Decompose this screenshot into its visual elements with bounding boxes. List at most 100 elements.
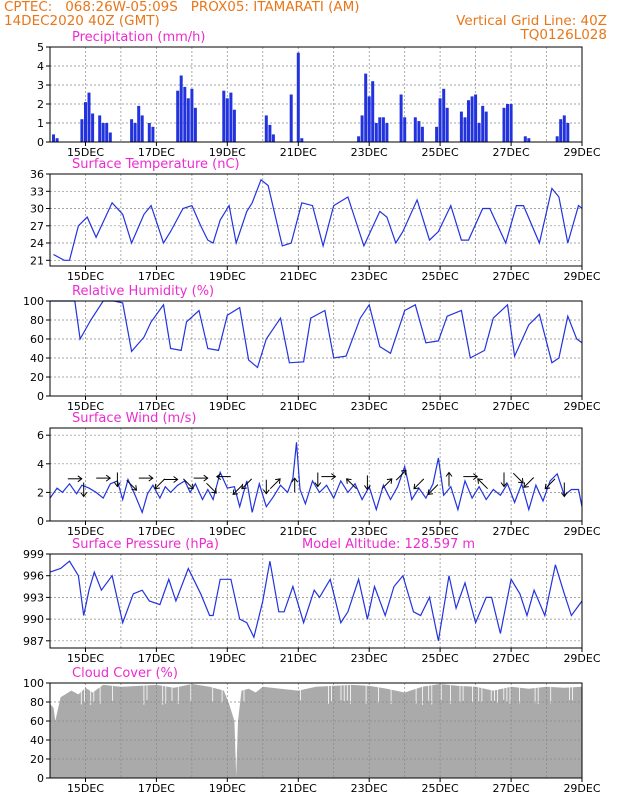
x-tick-label: 21DEC [280, 146, 317, 159]
wind-arrow-shaft [477, 478, 488, 490]
precip-bar [562, 115, 566, 142]
temp-frame [49, 173, 583, 267]
y-tick-label: 996 [23, 570, 44, 583]
wind-arrow-head [413, 483, 419, 490]
wind-arrow [346, 478, 357, 490]
precip-bar [300, 138, 304, 142]
x-tick-label: 27DEC [493, 146, 530, 159]
precip-bar [474, 94, 478, 142]
precip-bar [133, 123, 137, 142]
wind-arrow [241, 478, 253, 490]
wind-arrow-head [131, 485, 138, 491]
precip-bar [378, 117, 382, 142]
wind-arrow [477, 478, 488, 490]
wind-arrow-shaft [183, 478, 194, 490]
x-tick-label: 17DEC [138, 782, 175, 795]
press-frame [49, 553, 583, 649]
y-tick-label: 100 [23, 295, 44, 308]
x-tick-label: 23DEC [351, 400, 388, 413]
x-tick-label: 23DEC [351, 525, 388, 538]
x-tick-label: 29DEC [563, 782, 600, 795]
precip-bar [190, 88, 194, 142]
x-tick-label: 19DEC [209, 146, 246, 159]
x-tick-label: 15DEC [67, 146, 104, 159]
y-tick-label: 0 [37, 772, 44, 785]
wind-arrow [560, 482, 568, 498]
wind-arrow [80, 482, 88, 498]
precip-bar [289, 94, 293, 142]
precip-bar [509, 104, 513, 142]
wind-arrow-head [518, 478, 524, 484]
y-tick-label: 30 [30, 203, 44, 216]
precip-bar [147, 123, 151, 142]
header-code: TQ0126L028 [520, 27, 607, 43]
wind-arrow-head [215, 473, 222, 480]
x-tick-label: 25DEC [422, 525, 459, 538]
y-tick-label: 100 [23, 677, 44, 690]
wind-arrow-head [77, 475, 83, 483]
wind-arrow-head [314, 482, 322, 488]
wind-arrow [463, 473, 479, 480]
x-tick-label: 21DEC [280, 400, 317, 413]
y-tick-label: 993 [23, 591, 44, 604]
temp-panel: 21 24 27 30 33 36 15DEC 17DEC 19DEC 21DEC 23DEC 25D… [30, 157, 601, 283]
header-grid-note: Vertical Grid Line: 40Z [456, 13, 607, 29]
precip-bar [98, 115, 102, 142]
precip-bar [364, 73, 368, 142]
temp-title: Surface Temperature (nC) [72, 157, 240, 172]
wind-arrow-head [148, 474, 154, 482]
wind-arrow [544, 478, 556, 490]
precip-bar [55, 138, 59, 142]
precip-bar [435, 126, 439, 142]
wind-arrow-shaft [126, 479, 137, 491]
x-tick-label: 15DEC [67, 652, 104, 665]
wind-arrow [500, 472, 508, 488]
wind-arrow-head [473, 473, 479, 480]
precip-bar [477, 123, 481, 142]
precip-bar [371, 81, 375, 142]
wind-arrow-shaft [206, 482, 217, 494]
wind-arrow [427, 484, 439, 495]
wind-arrow-head [544, 483, 551, 490]
precip-bar [399, 94, 403, 142]
wind-arrow-shaft [381, 478, 393, 490]
wind-arrow [126, 479, 138, 491]
y-tick-label: 60 [30, 333, 44, 346]
humid-frame [49, 300, 583, 397]
temp-series-line [53, 178, 583, 261]
precip-bar [87, 92, 91, 142]
precip-bar [296, 52, 300, 143]
y-tick-label: 0 [37, 515, 44, 528]
wind-arrow [262, 479, 270, 495]
wind-arrow-head [188, 483, 194, 490]
x-tick-label: 27DEC [493, 525, 530, 538]
wind-arrow [215, 473, 231, 480]
wind-arrow-shaft [512, 472, 524, 484]
press-annotation: Model Altitude: 128.597 m [302, 537, 475, 552]
wind-arrow [512, 472, 524, 484]
wind-arrow-head [114, 482, 121, 488]
x-tick-label: 29DEC [563, 400, 600, 413]
x-tick-label: 27DEC [493, 400, 530, 413]
header-date: 14DEC2020 40Z (GMT) [4, 13, 160, 29]
x-tick-label: 23DEC [351, 782, 388, 795]
precip-panel: 0 1 2 3 4 5 15DEC 17DEC 19DEC 21DEC 23DEC 25DEC 27DE… [37, 30, 601, 159]
wind-arrow-shaft [395, 469, 407, 481]
x-tick-label: 25DEC [422, 400, 459, 413]
precip-bar [566, 123, 570, 142]
precip-bar [186, 98, 190, 142]
precip-bar [91, 113, 95, 142]
wind-arrow-head [105, 474, 112, 482]
y-tick-label: 80 [30, 696, 44, 709]
wind-arrow [193, 474, 209, 482]
y-tick-label: 60 [30, 715, 44, 728]
x-tick-label: 21DEC [280, 270, 317, 283]
precip-bar [445, 107, 449, 142]
wind-arrow-head [232, 489, 239, 495]
x-tick-label: 19DEC [209, 652, 246, 665]
wind-arrow-head [401, 469, 407, 476]
precip-bar [80, 119, 84, 142]
y-tick-label: 24 [30, 237, 44, 250]
precip-bar [232, 109, 236, 142]
